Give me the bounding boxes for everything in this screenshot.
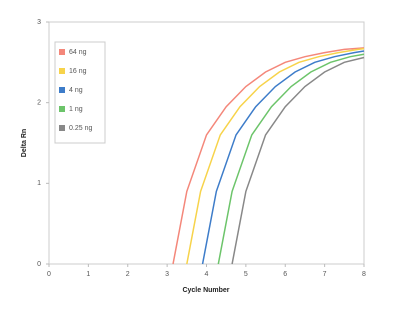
x-tick-label: 3 <box>165 271 169 278</box>
series-line <box>172 47 365 265</box>
x-tick-label: 1 <box>86 271 90 278</box>
x-tick-label: 2 <box>126 271 130 278</box>
series-line <box>231 56 365 265</box>
series-line <box>201 50 365 265</box>
legend-swatch <box>59 87 65 93</box>
legend-swatch <box>59 125 65 131</box>
legend-label: 64 ng <box>69 49 87 56</box>
y-tick-label: 1 <box>37 180 41 187</box>
x-tick-label: 5 <box>244 271 248 278</box>
x-tick-label: 7 <box>323 271 327 278</box>
legend-label: 16 ng <box>69 68 87 75</box>
legend-label: 0.25 ng <box>69 125 92 132</box>
x-tick-label: 4 <box>205 271 209 278</box>
legend-label: 1 ng <box>69 106 83 113</box>
x-axis-title: Cycle Number <box>182 287 229 294</box>
legend-swatch <box>59 68 65 74</box>
series-line <box>217 53 365 265</box>
legend-label: 4 ng <box>69 87 83 94</box>
x-tick-label: 8 <box>362 271 366 278</box>
legend-swatch <box>59 106 65 112</box>
legend-swatch <box>59 49 65 55</box>
y-tick-label: 3 <box>37 19 41 26</box>
x-tick-label: 6 <box>283 271 287 278</box>
y-tick-label: 2 <box>37 100 41 107</box>
x-tick-label: 0 <box>47 271 51 278</box>
series-line <box>186 47 365 265</box>
y-axis-title: Delta Rn <box>21 129 28 157</box>
y-tick-label: 0 <box>37 261 41 268</box>
